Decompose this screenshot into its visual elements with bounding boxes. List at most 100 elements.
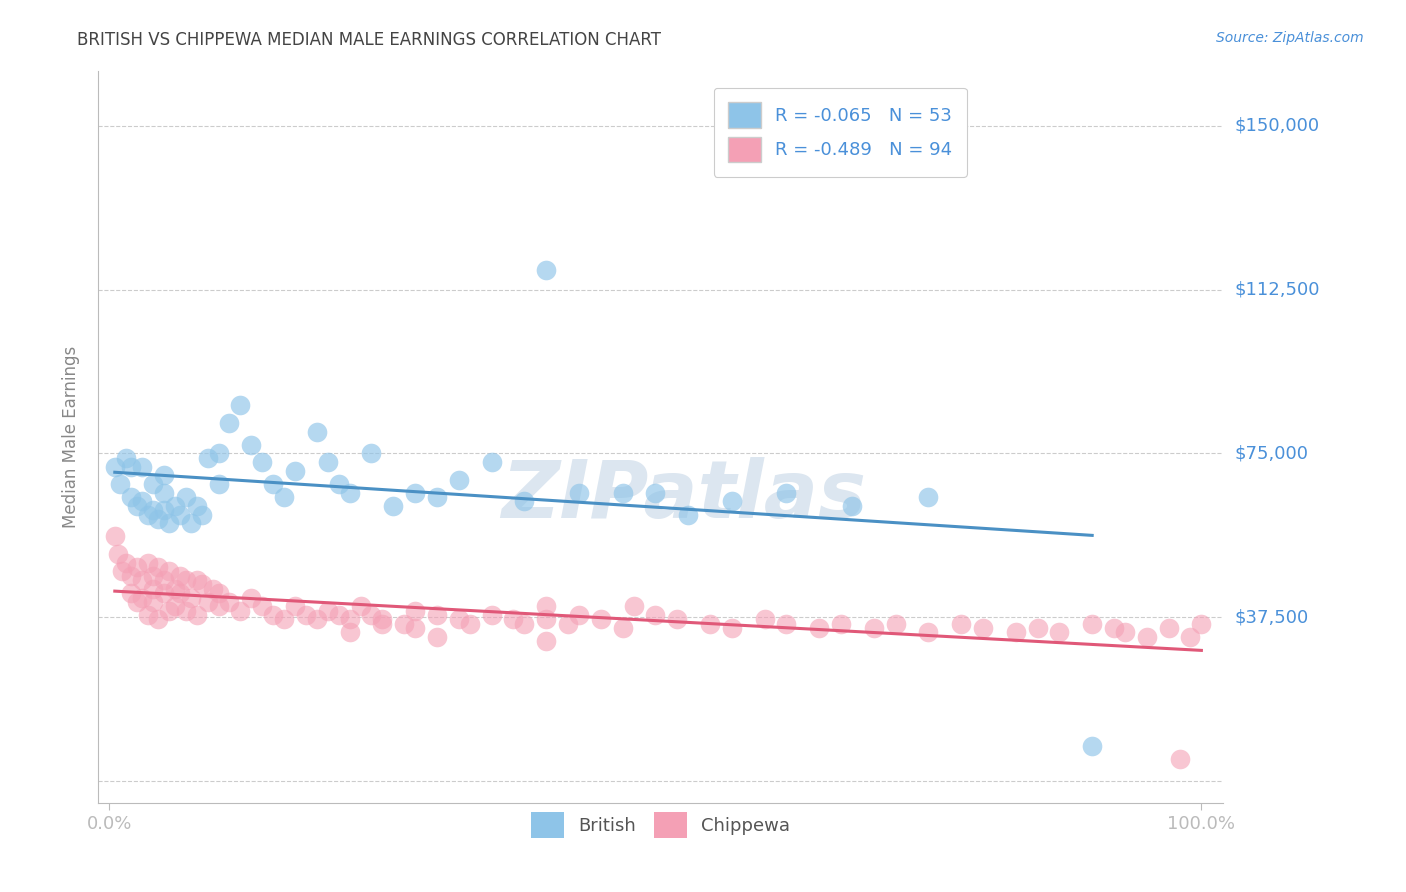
Point [104, 529, 127, 543]
Point [426, 490, 449, 504]
Point [699, 616, 721, 631]
Y-axis label: Median Male Earnings: Median Male Earnings [62, 346, 80, 528]
Point [328, 477, 350, 491]
Point [284, 464, 307, 478]
Point [148, 560, 170, 574]
Point [163, 499, 186, 513]
Text: $75,000: $75,000 [1234, 444, 1309, 462]
Point [262, 477, 284, 491]
Point [623, 599, 645, 614]
Point [534, 263, 557, 277]
Text: $150,000: $150,000 [1234, 117, 1319, 135]
Point [202, 582, 225, 596]
Point [447, 612, 470, 626]
Point [218, 595, 240, 609]
Point [1026, 621, 1049, 635]
Point [950, 616, 973, 631]
Text: ZIPatlas: ZIPatlas [501, 457, 866, 534]
Point [305, 425, 328, 439]
Point [153, 485, 176, 500]
Point [120, 568, 142, 582]
Point [111, 565, 134, 579]
Point [157, 516, 180, 531]
Point [808, 621, 831, 635]
Point [218, 416, 240, 430]
Point [349, 599, 371, 614]
Point [104, 459, 127, 474]
Point [186, 499, 208, 513]
Point [644, 607, 666, 622]
Point [589, 612, 612, 626]
Point [371, 612, 394, 626]
Point [110, 477, 132, 491]
Point [252, 455, 274, 469]
Point [186, 573, 208, 587]
Point [131, 573, 153, 587]
Point [1102, 621, 1125, 635]
Point [169, 568, 191, 582]
Point [163, 599, 186, 614]
Point [426, 607, 449, 622]
Point [114, 450, 136, 465]
Point [775, 485, 797, 500]
Point [404, 621, 426, 635]
Text: BRITISH VS CHIPPEWA MEDIAN MALE EARNINGS CORRELATION CHART: BRITISH VS CHIPPEWA MEDIAN MALE EARNINGS… [77, 31, 661, 49]
Point [207, 477, 229, 491]
Point [125, 595, 148, 609]
Point [720, 494, 742, 508]
Point [1136, 630, 1159, 644]
Point [229, 604, 252, 618]
Point [862, 621, 884, 635]
Point [131, 591, 153, 605]
Point [1189, 616, 1212, 631]
Point [153, 503, 176, 517]
Point [1047, 625, 1070, 640]
Point [917, 490, 939, 504]
Point [404, 485, 426, 500]
Point [252, 599, 274, 614]
Point [125, 499, 148, 513]
Point [972, 621, 994, 635]
Point [481, 455, 503, 469]
Point [148, 612, 170, 626]
Point [360, 607, 382, 622]
Point [120, 459, 142, 474]
Point [131, 494, 153, 508]
Point [180, 591, 202, 605]
Point [169, 586, 191, 600]
Point [262, 607, 284, 622]
Point [120, 586, 142, 600]
Point [339, 612, 361, 626]
Point [163, 582, 186, 596]
Point [775, 616, 797, 631]
Point [240, 591, 263, 605]
Point [186, 607, 208, 622]
Point [142, 595, 165, 609]
Point [142, 582, 165, 596]
Point [884, 616, 907, 631]
Point [612, 485, 634, 500]
Point [120, 490, 142, 504]
Point [339, 485, 361, 500]
Point [174, 490, 197, 504]
Point [676, 508, 699, 522]
Legend: British, Chippewa: British, Chippewa [524, 805, 797, 845]
Point [841, 499, 863, 513]
Point [481, 607, 503, 622]
Point [157, 604, 180, 618]
Point [502, 612, 524, 626]
Point [136, 607, 159, 622]
Point [107, 547, 129, 561]
Point [157, 565, 180, 579]
Point [534, 599, 557, 614]
Point [316, 455, 339, 469]
Point [447, 473, 470, 487]
Point [284, 599, 307, 614]
Point [174, 573, 197, 587]
Point [1004, 625, 1026, 640]
Point [513, 616, 536, 631]
Point [1081, 739, 1104, 753]
Point [114, 556, 136, 570]
Point [240, 438, 263, 452]
Point [1180, 630, 1202, 644]
